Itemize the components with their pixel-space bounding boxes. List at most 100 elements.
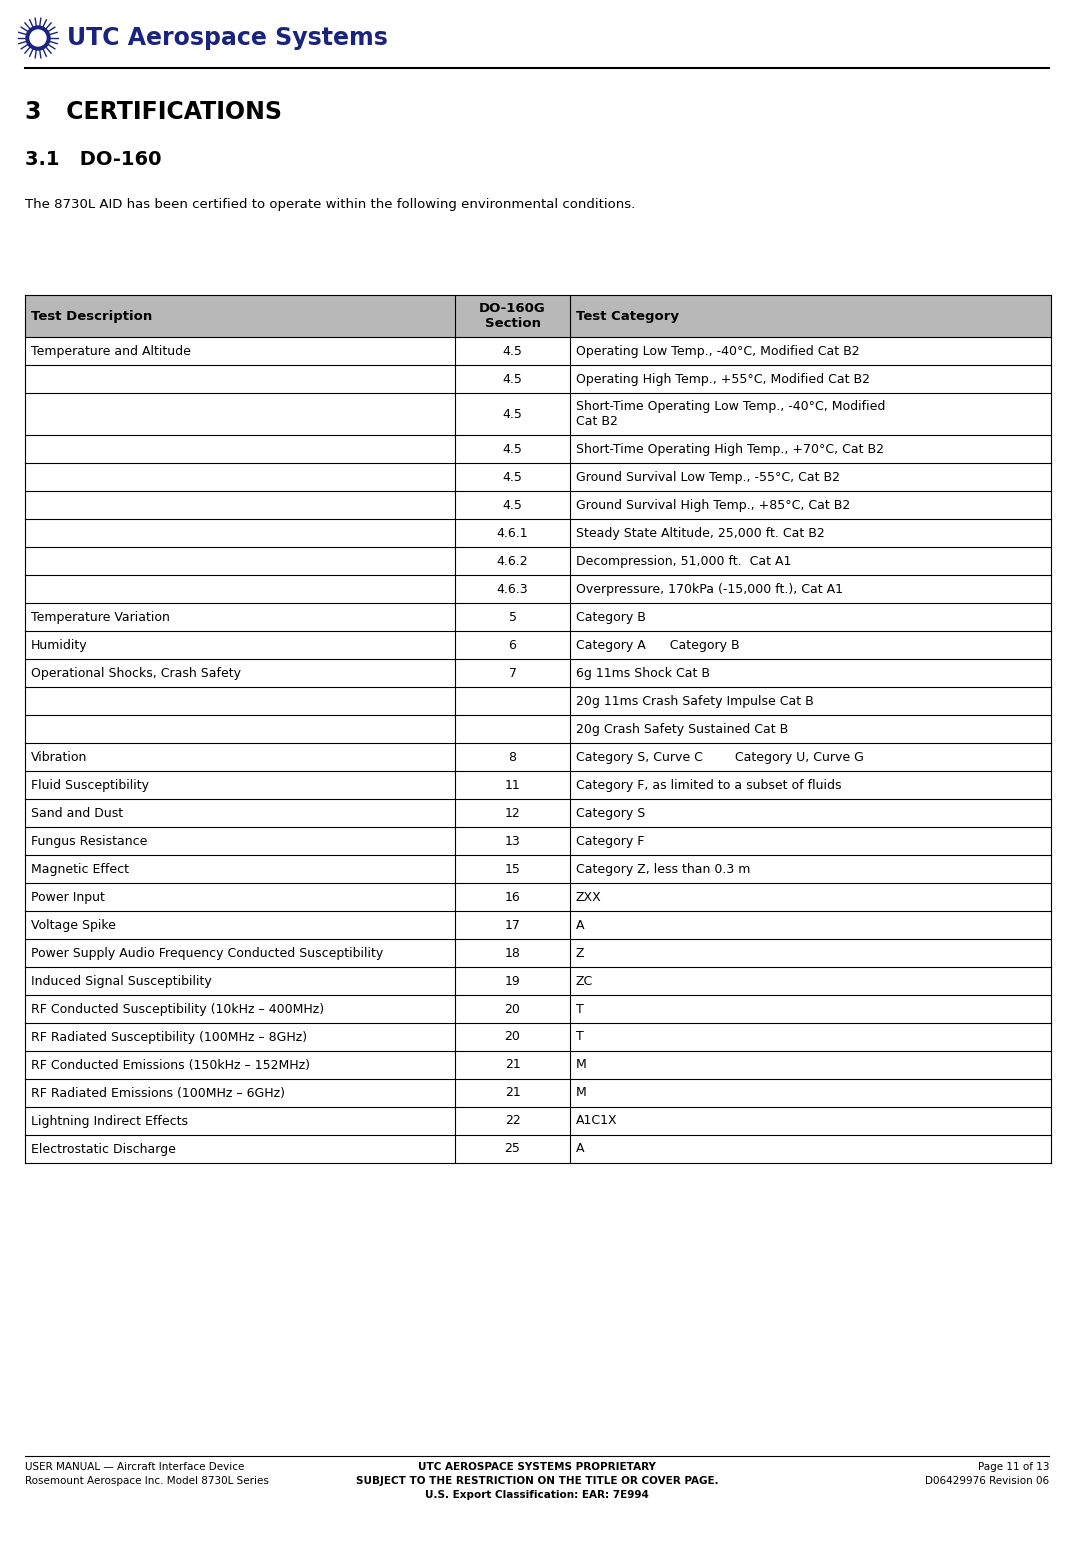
Text: Short-Time Operating High Temp., +70°C, Cat B2: Short-Time Operating High Temp., +70°C, … xyxy=(576,442,884,456)
Text: Z: Z xyxy=(576,946,584,960)
Bar xyxy=(25,294,1051,337)
Bar xyxy=(25,462,1051,492)
Text: 22: 22 xyxy=(505,1114,521,1128)
Bar xyxy=(25,883,1051,911)
Text: 4.6.2: 4.6.2 xyxy=(496,555,528,567)
Bar xyxy=(25,828,1051,855)
Bar xyxy=(25,968,1051,995)
Circle shape xyxy=(26,26,50,49)
Text: A: A xyxy=(576,1142,584,1156)
Text: 3.1   DO-160: 3.1 DO-160 xyxy=(25,149,161,170)
Bar xyxy=(25,660,1051,687)
Text: DO-160G
Section: DO-160G Section xyxy=(479,302,546,330)
Text: 4.5: 4.5 xyxy=(503,498,522,512)
Text: Category S, Curve C        Category U, Curve G: Category S, Curve C Category U, Curve G xyxy=(576,750,863,763)
Text: Electrostatic Discharge: Electrostatic Discharge xyxy=(31,1142,176,1156)
Text: 20g 11ms Crash Safety Impulse Cat B: 20g 11ms Crash Safety Impulse Cat B xyxy=(576,695,814,707)
Text: 20: 20 xyxy=(505,1031,521,1043)
Bar xyxy=(25,630,1051,660)
Bar xyxy=(25,365,1051,393)
Bar xyxy=(25,492,1051,519)
Text: Decompression, 51,000 ft.  Cat A1: Decompression, 51,000 ft. Cat A1 xyxy=(576,555,792,567)
Bar xyxy=(25,938,1051,968)
Bar xyxy=(25,1079,1051,1106)
Text: Test Category: Test Category xyxy=(576,310,679,322)
Text: RF Conducted Susceptibility (10kHz – 400MHz): RF Conducted Susceptibility (10kHz – 400… xyxy=(31,1003,324,1016)
Text: 6: 6 xyxy=(509,638,517,652)
Text: RF Conducted Emissions (150kHz – 152MHz): RF Conducted Emissions (150kHz – 152MHz) xyxy=(31,1059,310,1071)
Text: 19: 19 xyxy=(505,974,521,988)
Text: Category B: Category B xyxy=(576,610,645,624)
Text: Lightning Indirect Effects: Lightning Indirect Effects xyxy=(31,1114,188,1128)
Text: Category F, as limited to a subset of fluids: Category F, as limited to a subset of fl… xyxy=(576,778,842,792)
Bar xyxy=(25,337,1051,365)
Text: Category Z, less than 0.3 m: Category Z, less than 0.3 m xyxy=(576,863,751,875)
Text: 4.5: 4.5 xyxy=(503,345,522,358)
Text: T: T xyxy=(576,1003,584,1016)
Text: 6g 11ms Shock Cat B: 6g 11ms Shock Cat B xyxy=(576,667,710,680)
Bar xyxy=(25,603,1051,630)
Bar xyxy=(25,547,1051,575)
Text: 21: 21 xyxy=(505,1059,521,1071)
Text: 5: 5 xyxy=(508,610,517,624)
Text: 8: 8 xyxy=(508,750,517,763)
Bar xyxy=(25,687,1051,715)
Bar xyxy=(25,995,1051,1023)
Text: U.S. Export Classification: EAR: 7E994: U.S. Export Classification: EAR: 7E994 xyxy=(425,1490,649,1499)
Text: D06429976 Revision 06: D06429976 Revision 06 xyxy=(925,1476,1049,1486)
Bar xyxy=(25,1136,1051,1163)
Text: 4.5: 4.5 xyxy=(503,470,522,484)
Text: 12: 12 xyxy=(505,806,521,820)
Text: 21: 21 xyxy=(505,1086,521,1099)
Text: 20: 20 xyxy=(505,1003,521,1016)
Text: ZXX: ZXX xyxy=(576,891,601,903)
Text: 4.6.3: 4.6.3 xyxy=(496,582,528,595)
Text: Ground Survival Low Temp., -55°C, Cat B2: Ground Survival Low Temp., -55°C, Cat B2 xyxy=(576,470,840,484)
Text: 7: 7 xyxy=(508,667,517,680)
Text: A1C1X: A1C1X xyxy=(576,1114,618,1128)
Bar xyxy=(25,911,1051,938)
Text: 20g Crash Safety Sustained Cat B: 20g Crash Safety Sustained Cat B xyxy=(576,723,788,735)
Text: UTC AEROSPACE SYSTEMS PROPRIETARY: UTC AEROSPACE SYSTEMS PROPRIETARY xyxy=(418,1462,656,1472)
Text: Vibration: Vibration xyxy=(31,750,87,763)
Text: 15: 15 xyxy=(505,863,521,875)
Text: Fungus Resistance: Fungus Resistance xyxy=(31,835,147,848)
Text: Rosemount Aerospace Inc. Model 8730L Series: Rosemount Aerospace Inc. Model 8730L Ser… xyxy=(25,1476,268,1486)
Text: Temperature and Altitude: Temperature and Altitude xyxy=(31,345,191,358)
Text: Category A      Category B: Category A Category B xyxy=(576,638,740,652)
Bar xyxy=(25,715,1051,743)
Text: UTC Aerospace Systems: UTC Aerospace Systems xyxy=(67,26,388,49)
Text: Humidity: Humidity xyxy=(31,638,88,652)
Text: Test Description: Test Description xyxy=(31,310,153,322)
Text: Page 11 of 13: Page 11 of 13 xyxy=(977,1462,1049,1472)
Text: 3   CERTIFICATIONS: 3 CERTIFICATIONS xyxy=(25,100,282,123)
Text: RF Radiated Susceptibility (100MHz – 8GHz): RF Radiated Susceptibility (100MHz – 8GH… xyxy=(31,1031,307,1043)
Bar xyxy=(25,575,1051,603)
Bar xyxy=(25,519,1051,547)
Text: 17: 17 xyxy=(505,918,521,931)
Text: Voltage Spike: Voltage Spike xyxy=(31,918,116,931)
Text: Operational Shocks, Crash Safety: Operational Shocks, Crash Safety xyxy=(31,667,241,680)
Text: ZC: ZC xyxy=(576,974,593,988)
Text: M: M xyxy=(576,1059,586,1071)
Text: 13: 13 xyxy=(505,835,521,848)
Text: Operating High Temp., +55°C, Modified Cat B2: Operating High Temp., +55°C, Modified Ca… xyxy=(576,373,870,385)
Text: Induced Signal Susceptibility: Induced Signal Susceptibility xyxy=(31,974,212,988)
Text: Sand and Dust: Sand and Dust xyxy=(31,806,124,820)
Bar xyxy=(25,1023,1051,1051)
Text: Ground Survival High Temp., +85°C, Cat B2: Ground Survival High Temp., +85°C, Cat B… xyxy=(576,498,851,512)
Text: Operating Low Temp., -40°C, Modified Cat B2: Operating Low Temp., -40°C, Modified Cat… xyxy=(576,345,859,358)
Text: Magnetic Effect: Magnetic Effect xyxy=(31,863,129,875)
Bar xyxy=(25,1106,1051,1136)
Text: Power Supply Audio Frequency Conducted Susceptibility: Power Supply Audio Frequency Conducted S… xyxy=(31,946,383,960)
Text: SUBJECT TO THE RESTRICTION ON THE TITLE OR COVER PAGE.: SUBJECT TO THE RESTRICTION ON THE TITLE … xyxy=(355,1476,719,1486)
Text: Overpressure, 170kPa (-15,000 ft.), Cat A1: Overpressure, 170kPa (-15,000 ft.), Cat … xyxy=(576,582,843,595)
Text: 4.5: 4.5 xyxy=(503,407,522,421)
Text: A: A xyxy=(576,918,584,931)
Text: 18: 18 xyxy=(505,946,521,960)
Text: T: T xyxy=(576,1031,584,1043)
Bar xyxy=(25,435,1051,462)
Text: 4.6.1: 4.6.1 xyxy=(496,527,528,539)
Bar xyxy=(25,743,1051,770)
Text: Short-Time Operating Low Temp., -40°C, Modified
Cat B2: Short-Time Operating Low Temp., -40°C, M… xyxy=(576,401,885,428)
